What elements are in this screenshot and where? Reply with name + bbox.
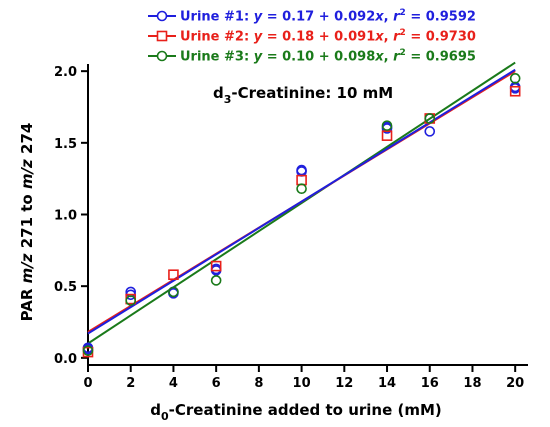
data-points (82, 73, 521, 358)
legend-marker (148, 10, 176, 22)
data-point (509, 73, 521, 84)
data-point (125, 295, 137, 306)
data-point (296, 183, 307, 194)
data-point (296, 174, 307, 186)
data-point (381, 120, 393, 131)
x-tick-label: 4 (169, 376, 178, 391)
data-point (424, 126, 436, 137)
legend-label: Urine #2: y = 0.18 + 0.091x, r2 = 0.9730 (180, 27, 476, 45)
x-tick-label: 2 (126, 376, 135, 391)
data-point (210, 260, 222, 272)
data-point (168, 269, 179, 281)
data-point (210, 275, 222, 286)
data-point (82, 345, 94, 356)
x-tick-label: 20 (506, 376, 524, 391)
legend-marker (148, 30, 176, 42)
chart-axes: 0 2 4 6 8 10 12 14 16 18 20 0.0 0.5 1.0 1.5 2.0 (54, 64, 528, 391)
y-tick-label: 1.0 (54, 209, 77, 224)
legend-marker (148, 50, 176, 62)
y-tick-label: 2.0 (54, 65, 77, 80)
x-tick-label: 16 (421, 376, 439, 391)
legend-label: Urine #3: y = 0.10 + 0.098x, r2 = 0.9695 (180, 47, 476, 65)
y-tick-label: 1.5 (54, 137, 77, 152)
y-tick-label: 0.0 (54, 352, 77, 367)
legend-entry: Urine #3: y = 0.10 + 0.098x, r2 = 0.9695 (148, 46, 476, 66)
annotation-text: d3-Creatinine: 10 mM (213, 84, 393, 106)
legend-entry: Urine #1: y = 0.17 + 0.092x, r2 = 0.9592 (148, 6, 476, 26)
data-point (168, 286, 179, 298)
x-tick-label: 14 (378, 376, 396, 391)
fit-line (87, 61, 516, 345)
data-point (381, 130, 393, 141)
x-tick-label: 6 (212, 376, 221, 391)
x-tick-label: 10 (293, 376, 311, 391)
x-tick-label: 18 (463, 376, 481, 391)
y-tick-label: 0.5 (54, 280, 77, 295)
data-point (424, 113, 436, 124)
legend-label: Urine #1: y = 0.17 + 0.092x, r2 = 0.9592 (180, 7, 476, 25)
chart-legend: Urine #1: y = 0.17 + 0.092x, r2 = 0.9592… (148, 6, 476, 66)
x-tick-label: 0 (83, 376, 92, 391)
y-axis-label: PAR m/z 271 to m/z 274 (18, 123, 36, 322)
chart-annotation: d3-Creatinine: 10 mM (213, 84, 393, 106)
x-axis-label: d0-Creatinine added to urine (mM) (150, 401, 442, 423)
x-tick-label: 12 (335, 376, 353, 391)
data-point (509, 85, 521, 97)
fit-line (87, 68, 516, 335)
legend-entry: Urine #2: y = 0.18 + 0.091x, r2 = 0.9730 (148, 26, 476, 46)
fit-lines (87, 61, 516, 345)
x-tick-label: 8 (254, 376, 263, 391)
